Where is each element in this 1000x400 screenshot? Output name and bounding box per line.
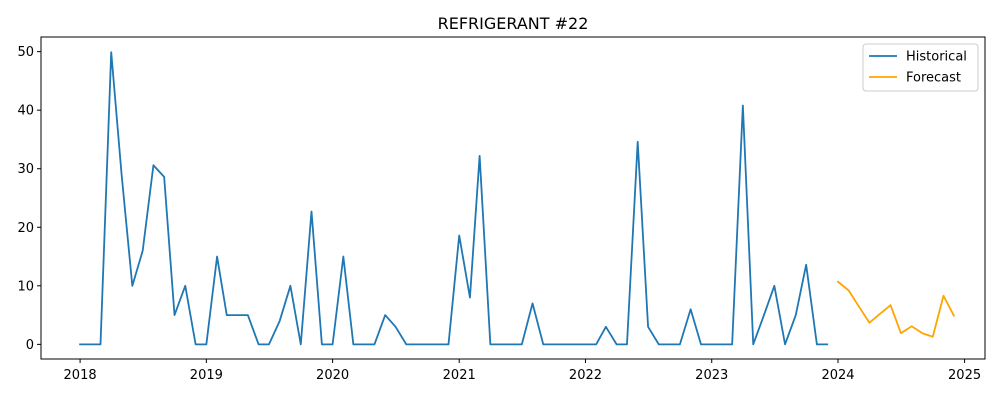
y-tick-label: 10 bbox=[17, 279, 34, 294]
series-line-historical bbox=[79, 51, 829, 346]
x-tick-label: 2024 bbox=[821, 368, 854, 383]
chart-title: REFRIGERANT #22 bbox=[438, 14, 589, 33]
axes: 2018 2019 2020 2021 2022 2023 2024 2025 0 10 20 30 4… bbox=[17, 36, 986, 383]
legend: Historical Forecast bbox=[862, 43, 979, 92]
x-tick-label: 2022 bbox=[569, 368, 602, 383]
y-tick-label: 50 bbox=[17, 45, 34, 60]
series-line-forecast bbox=[836, 280, 956, 338]
x-tick-label: 2023 bbox=[695, 368, 728, 383]
y-tick-label: 20 bbox=[17, 221, 34, 236]
y-tick-label: 0 bbox=[26, 338, 34, 353]
x-tick-label: 2021 bbox=[443, 368, 476, 383]
plot-area bbox=[79, 51, 956, 346]
x-tick-label: 2020 bbox=[316, 368, 349, 383]
x-tick-label: 2025 bbox=[948, 368, 981, 383]
legend-label-historical: Historical bbox=[906, 50, 967, 65]
y-tick-label: 40 bbox=[17, 104, 34, 119]
y-tick-label: 30 bbox=[17, 162, 34, 177]
legend-label-forecast: Forecast bbox=[906, 71, 961, 86]
plot-frame bbox=[40, 36, 986, 360]
x-tick-label: 2019 bbox=[190, 368, 223, 383]
x-tick-label: 2018 bbox=[64, 368, 97, 383]
